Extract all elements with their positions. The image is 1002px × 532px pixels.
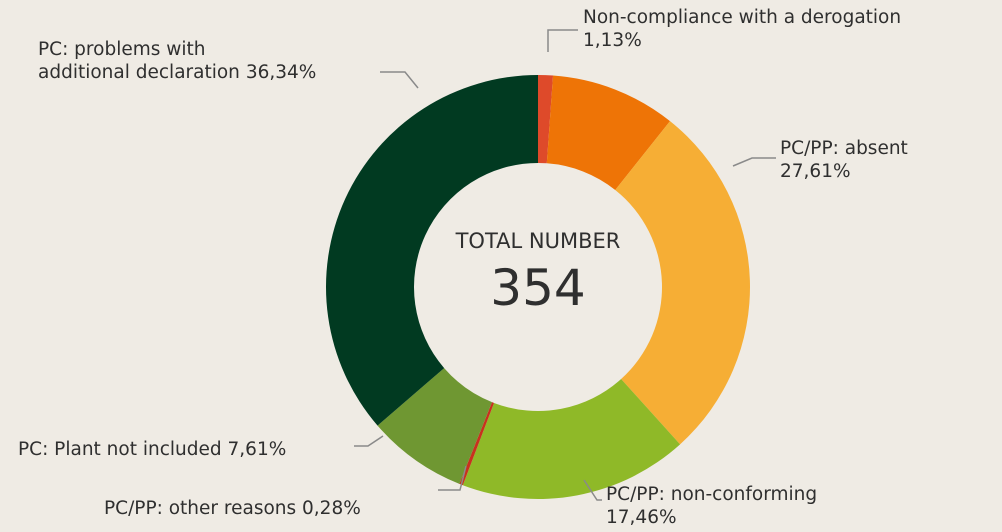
donut-slice — [377, 368, 492, 484]
value-label: 7,61% — [227, 439, 287, 460]
slice-label: PC: problems with additional declaration… — [38, 38, 316, 84]
donut-slice — [615, 121, 750, 445]
value-label: 36,34% — [245, 62, 317, 83]
leader-lines — [354, 29, 776, 501]
category-label: Non-compliance with a derogation — [583, 7, 902, 28]
value-label: 27,61% — [780, 161, 851, 182]
leader-line — [583, 479, 602, 501]
donut-slice — [546, 75, 671, 190]
category-label: PC/PP: absent — [780, 138, 908, 159]
leader-line — [354, 435, 384, 447]
category-label: PC: Plant not included — [18, 439, 222, 460]
value-label: 0,28% — [302, 498, 361, 519]
donut-slice — [326, 75, 538, 426]
category-label: PC/PP: non-conforming — [606, 484, 818, 505]
slice-label: PC/PP: other reasons 0,28% — [104, 497, 361, 520]
value-label: 1,13% — [583, 30, 642, 51]
leader-line — [732, 157, 776, 167]
slice-label: Non-compliance with a derogation 1,13% — [583, 6, 901, 52]
donut-slice — [459, 402, 495, 486]
leader-line — [438, 465, 467, 491]
slice-label: PC: Plant not included 7,61% — [18, 438, 286, 461]
leader-line — [380, 71, 419, 89]
slice-label: PC/PP: absent 27,61% — [780, 137, 908, 183]
category-label: PC: problems with additional declaration — [38, 39, 240, 83]
leader-line — [547, 29, 578, 52]
center-total: 354 — [490, 259, 586, 317]
category-label: PC/PP: other reasons — [104, 498, 297, 519]
slice-label: PC/PP: non-conforming 17,46% — [606, 483, 817, 529]
donut-slice — [538, 75, 554, 164]
value-label: 17,46% — [606, 507, 677, 528]
center-caption: TOTAL NUMBER — [455, 229, 621, 253]
donut-slice — [462, 379, 681, 499]
